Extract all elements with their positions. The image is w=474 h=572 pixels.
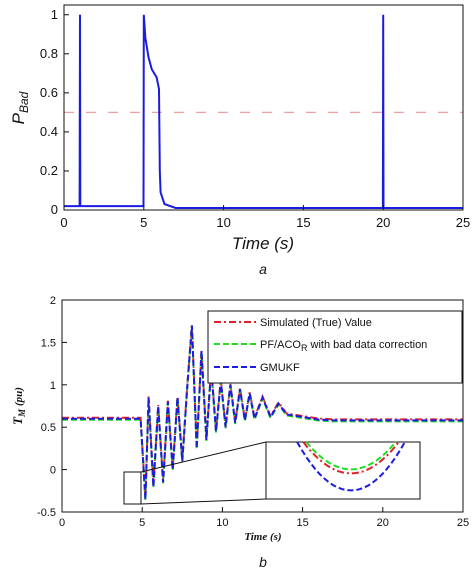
x-axis-label-a: Time (s) [232, 234, 294, 253]
legend-label-true: Simulated (True) Value [260, 317, 372, 329]
x-tick-label-b: 15 [296, 517, 308, 529]
inset-zoom-panel [265, 441, 421, 500]
x-tick-label-b: 10 [216, 517, 228, 529]
y-tick-label-a: 0.6 [40, 85, 58, 100]
y-tick-label-a: 0 [51, 202, 58, 217]
y-tick-label-b: 2 [50, 295, 56, 307]
x-tick-label-a: 0 [60, 215, 67, 230]
y-tick-label-a: 0.2 [40, 163, 58, 178]
x-ticks-a: 0 5 10 15 20 25 [60, 205, 470, 230]
y-tick-label-a: 0.4 [40, 124, 58, 139]
zoom-connector-top [140, 441, 267, 473]
y-tick-label-b: 1 [50, 380, 56, 392]
zoom-connector-bottom [140, 498, 267, 505]
legend-label-pf-aco: PF/ACOR with bad data correction [260, 339, 427, 353]
y-tick-label-b: 0 [50, 465, 56, 477]
p-bad-series-line [64, 14, 463, 209]
x-tick-label-b: 5 [139, 517, 145, 529]
caption-a: a [259, 261, 267, 277]
y-tick-label-a: 1 [51, 7, 58, 22]
y-axis-label-a: PBad [9, 91, 31, 124]
x-tick-label-b: 0 [59, 517, 65, 529]
inset-curve-1 [305, 441, 397, 471]
y-ticks-a: 0 0.2 0.4 0.6 0.8 1 [40, 7, 69, 217]
y-ticks-b: -0.5 0 0.5 1 1.5 2 [37, 295, 67, 519]
y-tick-label-b: 0.5 [41, 422, 56, 434]
series-line-2 [62, 325, 463, 500]
x-tick-label-a: 5 [140, 215, 147, 230]
inset-curve-0 [302, 441, 400, 475]
y-tick-label-b: -0.5 [37, 507, 56, 519]
x-axis-label-b: Time (s) [244, 531, 281, 543]
tm-series-lines [62, 324, 463, 501]
x-tick-label-b: 25 [457, 517, 469, 529]
x-tick-label-a: 15 [296, 215, 310, 230]
inset-curve-2 [296, 441, 406, 492]
y-tick-label-b: 1.5 [41, 337, 56, 349]
zoom-region-box [123, 471, 142, 505]
chart-a: 0 5 10 15 20 25 00.20.40.60.81 Time (s) PBad … [9, 4, 470, 277]
x-tick-label-b: 20 [377, 517, 389, 529]
plot-frame-b [61, 299, 464, 513]
y-axis-label-b: TM(pu) [10, 387, 27, 425]
x-tick-label-a: 10 [216, 215, 230, 230]
x-tick-label-a: 25 [456, 215, 470, 230]
x-ticks-b: 0 5 10 15 20 25 [59, 507, 469, 529]
y-tick-label-a: 0.8 [40, 46, 58, 61]
chart-b: 0 5 10 15 20 25 -0.500.511.52 Simulated (True… [10, 295, 469, 570]
x-tick-label-a: 20 [376, 215, 390, 230]
legend-label-gmukf: GMUKF [260, 362, 300, 374]
plot-frame-a [63, 4, 464, 211]
caption-b: b [259, 554, 267, 570]
legend: Simulated (True) Value PF/ACOR with bad … [207, 310, 463, 384]
